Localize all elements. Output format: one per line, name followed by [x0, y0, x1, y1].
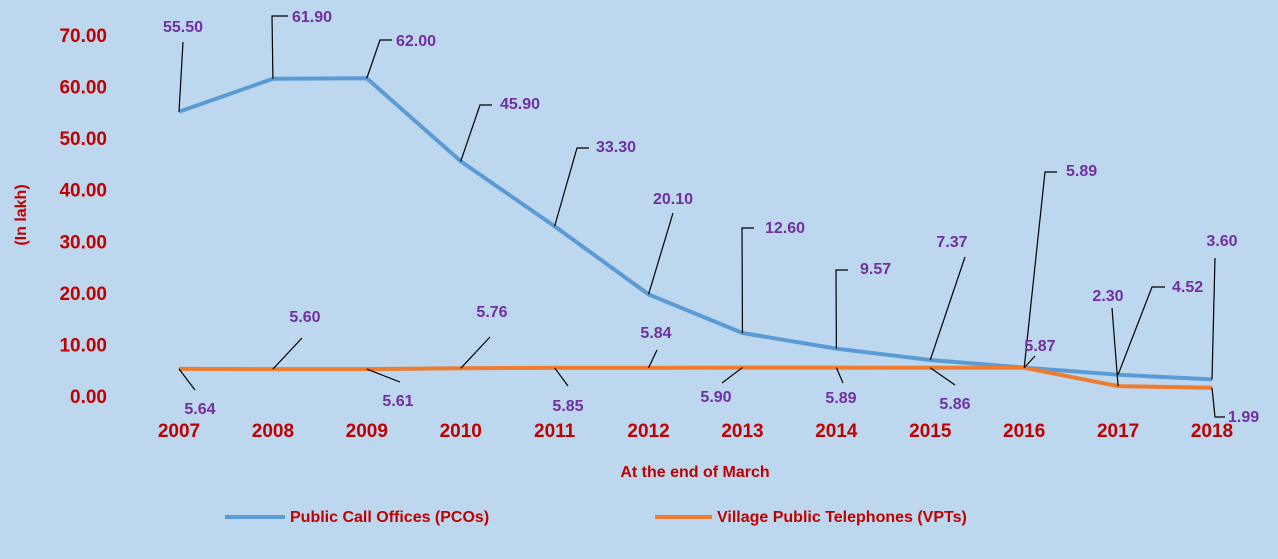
- y-tick-label: 70.00: [59, 26, 107, 47]
- leader-line: [1111, 307, 1119, 387]
- data-label: 20.10: [653, 191, 693, 208]
- x-tick-label: 2010: [440, 421, 482, 442]
- y-tick-label: 40.00: [59, 181, 107, 202]
- data-label: 5.89: [1066, 163, 1097, 180]
- y-tick-label: 60.00: [59, 78, 107, 99]
- x-tick-label: 2009: [346, 421, 388, 442]
- data-label: 5.87: [1024, 338, 1055, 355]
- leader-line: [835, 367, 844, 384]
- data-label: 5.76: [476, 304, 507, 321]
- leader-line: [272, 337, 303, 370]
- data-label: 61.90: [292, 9, 332, 26]
- leader-line: [366, 368, 401, 383]
- y-tick-label: 50.00: [59, 129, 107, 150]
- x-tick-label: 2007: [158, 421, 200, 442]
- leader-line: [178, 41, 184, 112]
- leader-line: [366, 39, 392, 79]
- leader-line: [554, 147, 589, 227]
- data-label: 5.86: [939, 396, 970, 413]
- x-tick-label: 2012: [627, 421, 669, 442]
- data-label: 55.50: [163, 19, 203, 36]
- leader-line: [271, 15, 288, 79]
- series-line: [178, 365, 1213, 390]
- data-label: 62.00: [396, 33, 436, 50]
- data-label: 33.30: [596, 139, 636, 156]
- y-tick-label: 20.00: [59, 284, 107, 305]
- x-tick-label: 2008: [252, 421, 294, 442]
- data-label: 1.99: [1228, 409, 1259, 426]
- data-label: 5.89: [825, 390, 856, 407]
- data-label: 5.90: [700, 389, 731, 406]
- leader-line: [460, 104, 492, 162]
- y-tick-label: 10.00: [59, 335, 107, 356]
- data-label: 5.61: [382, 393, 413, 410]
- leader-line: [1023, 171, 1057, 368]
- leader-line: [554, 367, 569, 387]
- x-tick-label: 2016: [1003, 421, 1045, 442]
- y-axis-label: (In lakh): [13, 184, 30, 245]
- x-tick-label: 2013: [721, 421, 763, 442]
- x-tick-label: 2018: [1191, 421, 1233, 442]
- leader-line: [1211, 387, 1225, 418]
- data-label: 5.85: [552, 398, 583, 415]
- leader-line: [647, 212, 674, 295]
- x-tick-label: 2015: [909, 421, 952, 442]
- x-tick-label: 2011: [534, 421, 576, 442]
- data-label: 5.60: [289, 309, 320, 326]
- data-label: 45.90: [500, 96, 540, 113]
- leader-line: [178, 368, 196, 391]
- leader-line: [721, 367, 743, 384]
- data-label: 7.37: [936, 234, 967, 251]
- legend-label: Public Call Offices (PCOs): [290, 509, 489, 526]
- legend-label: Village Public Telephones (VPTs): [717, 509, 967, 526]
- leader-line: [1117, 286, 1165, 375]
- leader-line: [741, 227, 754, 334]
- data-label: 3.60: [1206, 233, 1237, 250]
- leader-line: [929, 367, 956, 386]
- y-tick-label: 30.00: [59, 232, 107, 253]
- data-label: 5.64: [184, 401, 215, 418]
- x-axis-label: At the end of March: [620, 464, 769, 481]
- leader-line: [1023, 355, 1036, 369]
- leader-line: [648, 349, 658, 369]
- data-label: 2.30: [1092, 288, 1123, 305]
- data-label: 4.52: [1172, 279, 1203, 296]
- leader-line: [929, 256, 966, 361]
- y-tick-label: 0.00: [70, 387, 107, 408]
- leader-line: [1211, 257, 1216, 380]
- data-label: 9.57: [860, 261, 891, 278]
- leader-line: [460, 336, 491, 369]
- data-label: 5.84: [640, 325, 671, 342]
- data-label: 12.60: [765, 220, 805, 237]
- x-tick-label: 2014: [815, 421, 858, 442]
- x-tick-label: 2017: [1097, 421, 1139, 442]
- leader-line: [835, 269, 848, 349]
